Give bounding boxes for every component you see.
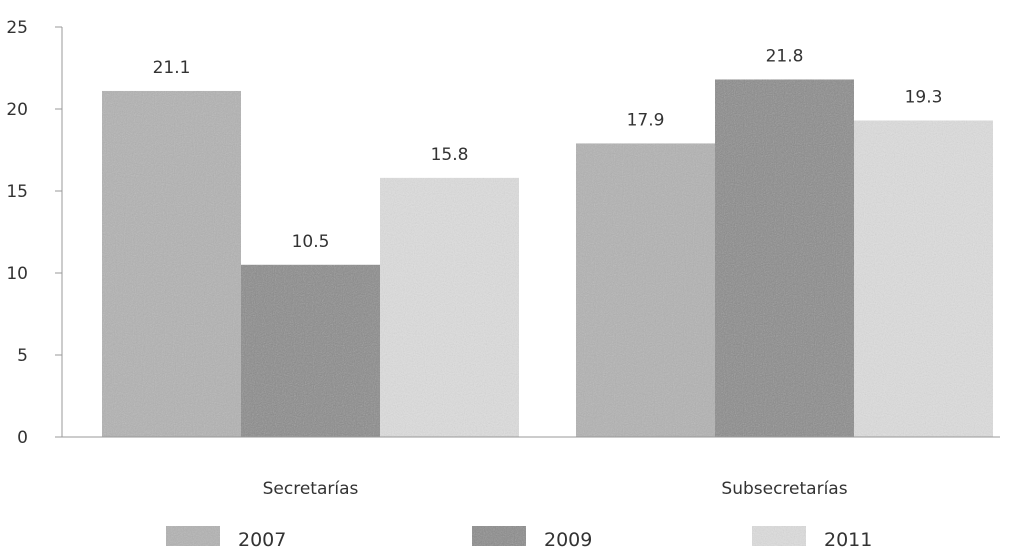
y-tick-label: 0 <box>17 428 28 448</box>
category-label: Subsecretarías <box>721 479 847 499</box>
data-labels: 21.1 10.5 15.8 17.9 21.8 19.3 <box>153 46 943 251</box>
bar-subsecretaras-2009 <box>715 79 854 437</box>
bar-subsecretaras-2007 <box>576 143 715 437</box>
legend-swatch-2011 <box>752 526 806 546</box>
x-axis: Secretarías Subsecretarías <box>62 436 1000 499</box>
legend: 2007 2009 2011 <box>166 526 872 549</box>
category-label: Secretarías <box>263 479 359 499</box>
bar-subsecretaras-2011 <box>854 120 993 437</box>
data-label: 17.9 <box>627 110 665 130</box>
data-label: 19.3 <box>905 87 943 107</box>
data-label: 15.8 <box>431 145 469 165</box>
legend-swatch-2007 <box>166 526 220 546</box>
y-tick-label: 5 <box>17 346 28 366</box>
y-tick-label: 25 <box>6 18 28 38</box>
data-label: 21.1 <box>153 58 191 78</box>
legend-label: 2007 <box>238 529 286 549</box>
bar-secretaras-2009 <box>241 264 380 437</box>
y-tick-label: 20 <box>6 100 28 120</box>
y-axis: 0 5 10 15 20 25 <box>6 18 63 448</box>
data-label: 21.8 <box>766 46 804 66</box>
data-label: 10.5 <box>292 232 330 252</box>
y-tick-label: 10 <box>6 264 28 284</box>
bar-secretaras-2011 <box>380 177 519 437</box>
legend-swatch-2009 <box>472 526 526 546</box>
legend-label: 2009 <box>544 529 592 549</box>
bar-secretaras-2007 <box>102 90 241 438</box>
y-tick-label: 15 <box>6 182 28 202</box>
legend-label: 2011 <box>824 529 872 549</box>
bars <box>102 79 993 438</box>
